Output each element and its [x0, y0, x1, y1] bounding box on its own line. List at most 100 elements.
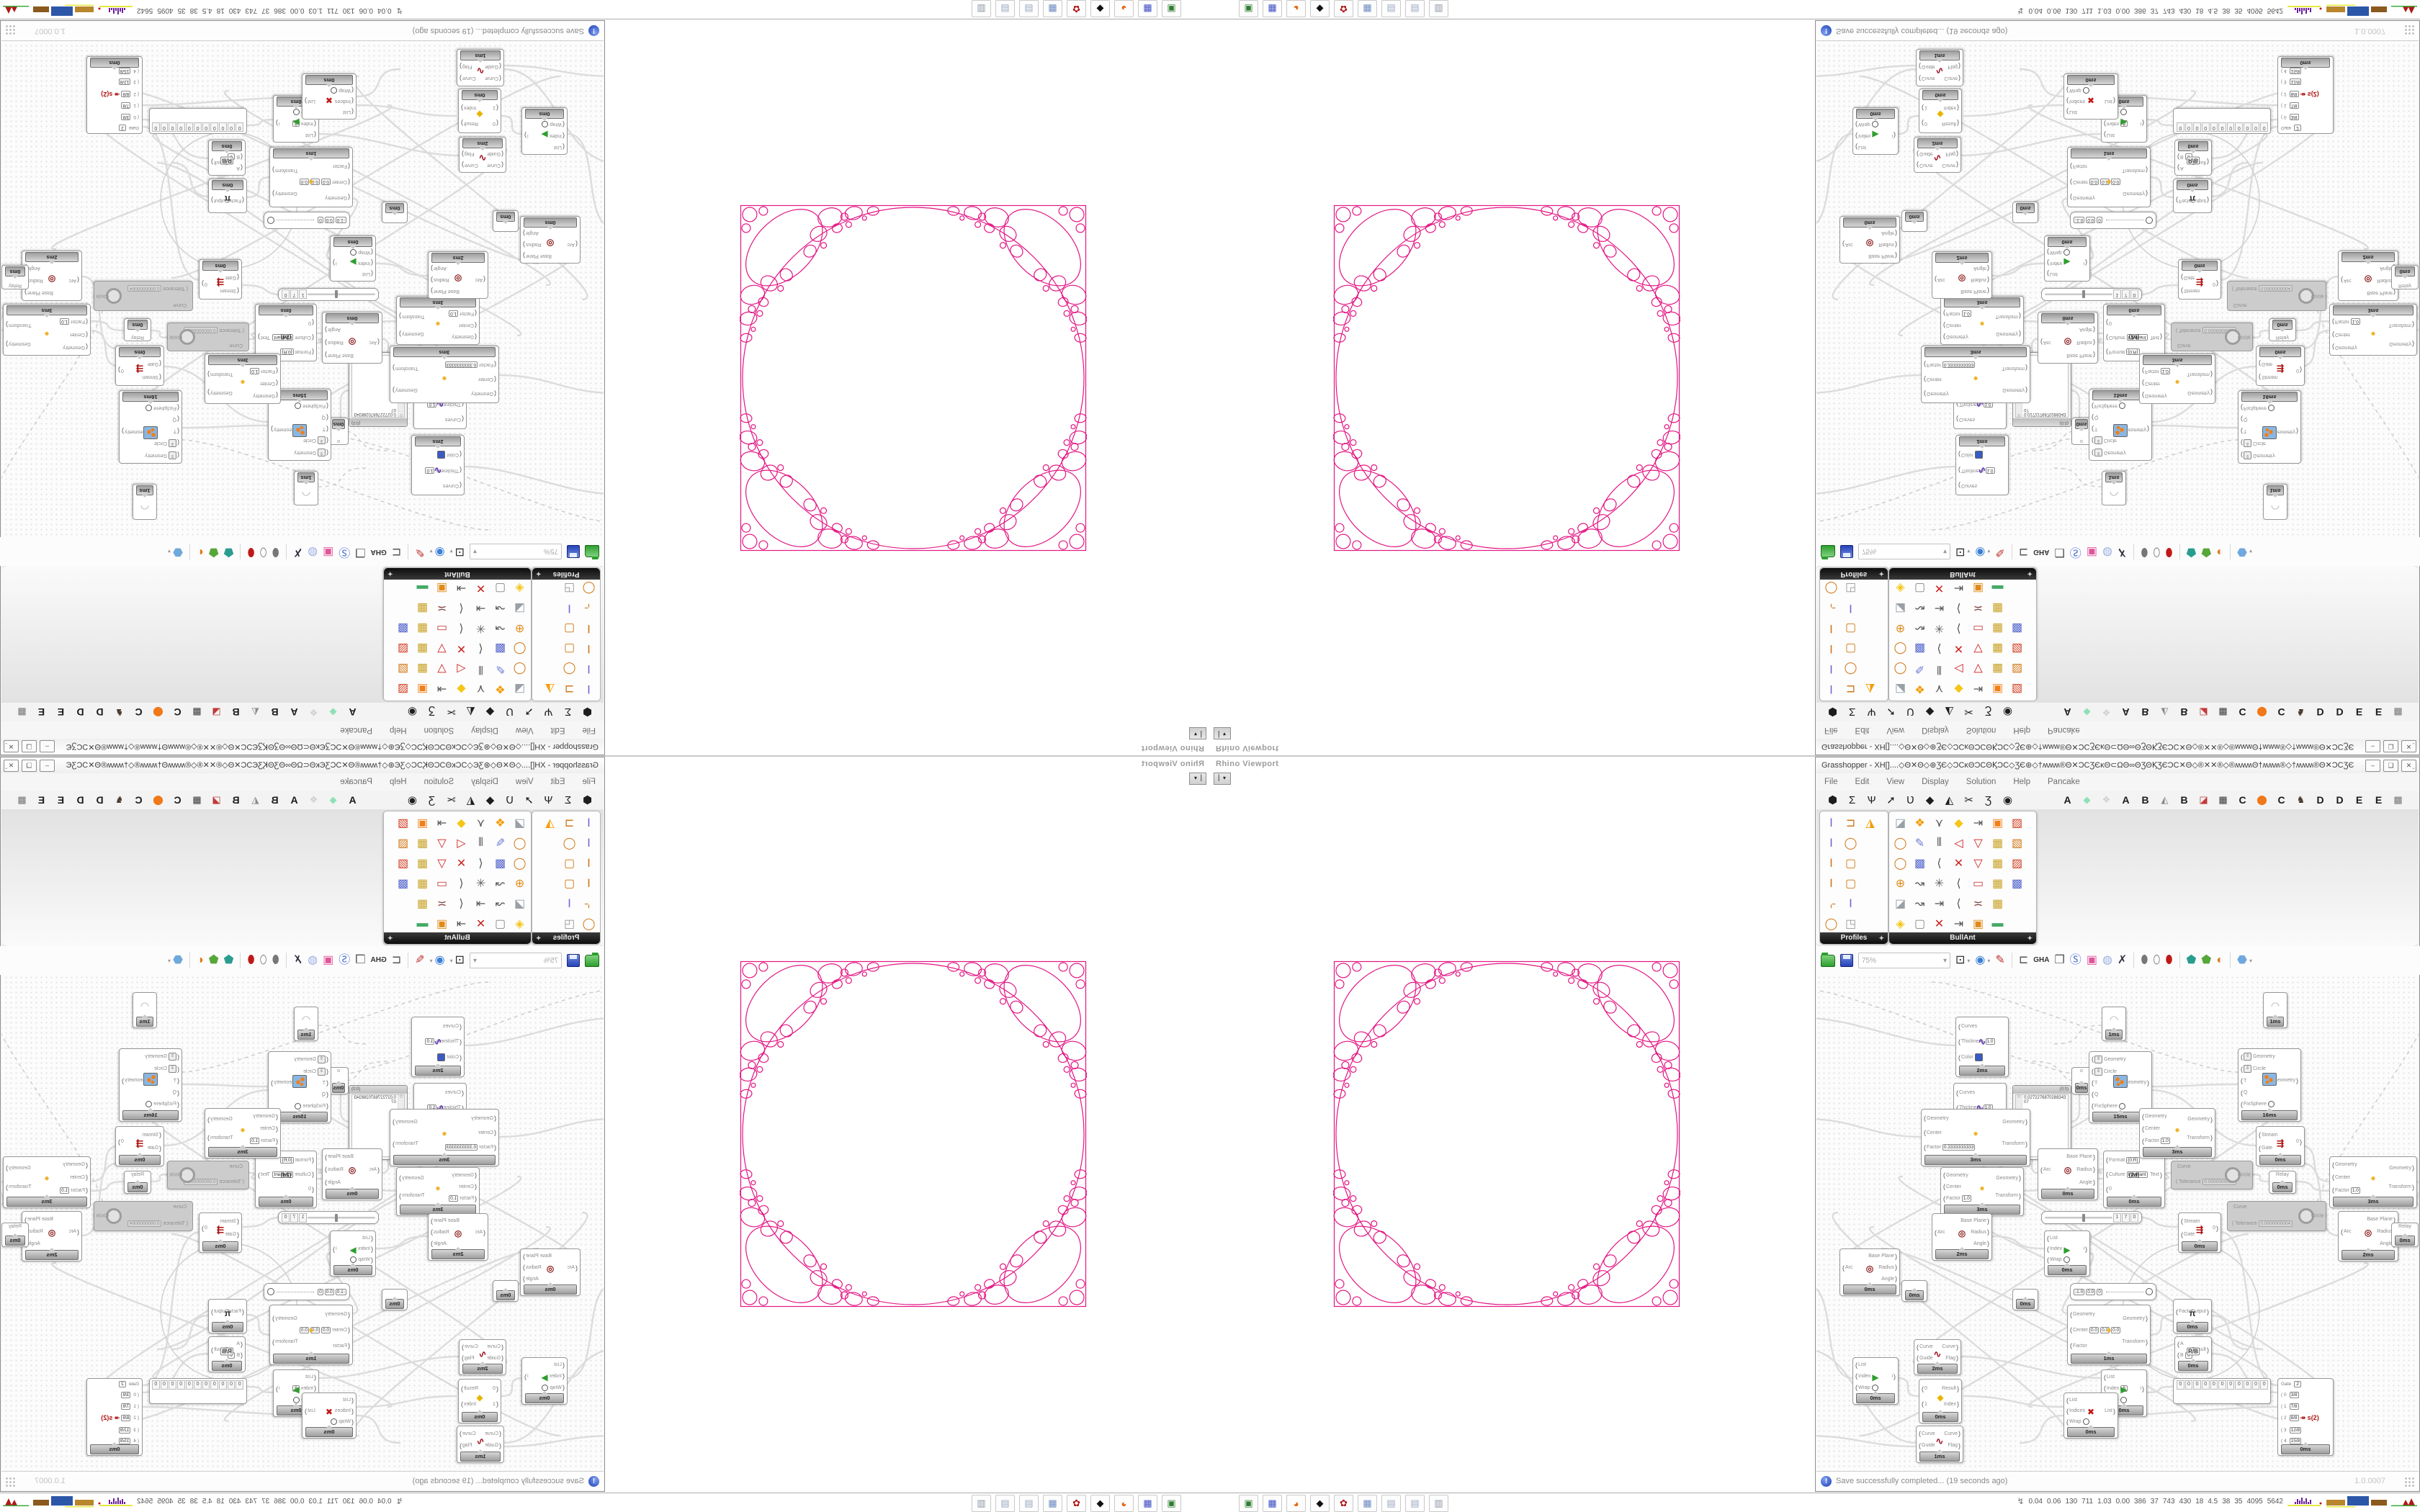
plugin-tab-10[interactable]: ⬤ — [2257, 794, 2267, 805]
plugin-tab-2[interactable]: ❖ — [309, 794, 318, 805]
pi-factor[interactable]: FactorOutputπ0ms — [2173, 1299, 2212, 1333]
pi-factor[interactable]: FactorOutputπ0ms — [2173, 179, 2212, 213]
viewport-menu-button[interactable]: ▏▾ — [1189, 727, 1206, 739]
menu-display[interactable]: Display — [471, 778, 498, 786]
open-file-icon[interactable] — [1821, 545, 1835, 558]
dropdown-arrow-icon[interactable]: ▾ — [168, 548, 171, 555]
component-icon[interactable]: ◳ — [563, 582, 575, 594]
category-tab-icon-1[interactable]: Σ — [564, 793, 572, 806]
component-icon[interactable]: ✎ — [495, 837, 506, 850]
component-icon[interactable]: ✕ — [1953, 642, 1964, 654]
preview-eye-icon[interactable]: ◉ — [434, 954, 445, 966]
component-icon[interactable]: ⋎ — [1935, 817, 1944, 829]
pin-teal-icon[interactable]: ⬟ — [223, 954, 234, 966]
resize-grip[interactable] — [2404, 1477, 2414, 1487]
menu-help[interactable]: Help — [2013, 726, 2031, 734]
lightbulb-icon[interactable]: ◍ — [2102, 954, 2112, 966]
component-icon[interactable]: ↝ — [495, 622, 506, 634]
plugin-tab-14[interactable]: D — [2336, 706, 2344, 718]
category-tab-icon-7[interactable]: ✂ — [1964, 794, 1973, 806]
component-icon[interactable]: ◯ — [513, 662, 526, 675]
taskbar-app-icon-7[interactable]: ▤ — [1405, 1495, 1425, 1512]
plugin-tab-16[interactable]: E — [2375, 706, 2383, 718]
circle-pack-component[interactable]: ⇧Geometry⇩CircleTQFixSphereGeometry16ms — [2238, 1048, 2301, 1122]
component-icon[interactable]: ▽ — [1973, 642, 1983, 654]
component-icon[interactable]: ▦ — [416, 858, 429, 870]
cull-index[interactable]: ListIndicesWrapList✖0ms — [302, 1392, 357, 1439]
component-icon[interactable] — [540, 914, 560, 934]
plugin-tab-15[interactable]: E — [2355, 794, 2363, 806]
package-icon[interactable]: ▣ — [2086, 546, 2097, 558]
component-icon[interactable]: ▦ — [416, 622, 429, 634]
plugin-tab-10[interactable]: ⬤ — [2257, 707, 2267, 718]
cull-index[interactable]: ListIndicesWrapList✖0ms — [2063, 1392, 2118, 1439]
collapsed-component[interactable]: ◠ 1ms — [2263, 992, 2287, 1028]
menu-help[interactable]: Help — [2013, 778, 2031, 786]
preview-wire-icon[interactable]: ⬯ — [2153, 954, 2161, 966]
taskbar-app-icon-6[interactable]: ▤ — [1019, 0, 1039, 17]
taskbar-app-icon-1[interactable]: ▦ — [1138, 0, 1157, 17]
zoom-level-combo[interactable]: 75% ▾ — [1858, 544, 1950, 559]
component-icon[interactable]: ⊐ — [1845, 817, 1856, 829]
list-item[interactable]: ListIndexWrapi▶0ms — [2044, 1230, 2090, 1277]
component-icon[interactable]: ▦ — [416, 898, 429, 910]
component-icon[interactable] — [1860, 578, 1880, 598]
component-icon[interactable]: ▦ — [1991, 642, 2004, 654]
minimize-button[interactable]: ‒ — [40, 740, 55, 752]
component-icon[interactable]: ▢ — [1914, 918, 1926, 930]
scale-component[interactable]: GeometryCenterFactor1.0GeometryTransform… — [2329, 1156, 2417, 1208]
component-icon[interactable]: ↝ — [1914, 622, 1925, 634]
component-icon[interactable]: ▭ — [1972, 622, 1984, 634]
component-icon[interactable]: ▦ — [1991, 662, 2004, 675]
component-icon[interactable]: ▽ — [437, 837, 447, 850]
component-icon[interactable]: ▨ — [397, 642, 409, 654]
scale-component[interactable]: GeometryCenterFactor1.0GeometryTransform… — [1940, 1167, 2024, 1216]
component-icon[interactable]: ✳ — [1934, 622, 1945, 634]
component-icon[interactable]: ▧ — [397, 662, 409, 675]
plugin-tab-11[interactable]: C — [135, 794, 143, 806]
md-slider[interactable]: -1.0 0.0 0 — [264, 1283, 350, 1300]
component-icon[interactable]: ⋎ — [476, 817, 485, 829]
plugin-tab-16[interactable]: E — [37, 706, 45, 718]
circle-fit-disabled[interactable]: Curve( Tolerance 0.0000000004 Circle ) — [2171, 323, 2254, 351]
scale-component[interactable]: GeometryCenterFactor0.3333333333Geometry… — [1921, 346, 2030, 403]
zoom-extents-icon[interactable]: ⊡ — [1955, 954, 1966, 966]
component-icon[interactable]: ✳ — [475, 878, 486, 890]
component-icon[interactable]: ⌌ — [584, 602, 593, 614]
minimize-button[interactable]: ‒ — [2365, 740, 2380, 752]
palette-title[interactable]: Profiles ✦ — [532, 568, 600, 580]
component-icon[interactable]: ◯ — [1894, 642, 1907, 654]
circle-fit-disabled[interactable]: Curve( Tolerance 0.0000000004 Circle ) — [93, 1201, 193, 1231]
component-icon[interactable]: Ⅰ — [568, 898, 571, 910]
component-icon[interactable]: ⟨ — [459, 602, 464, 614]
component-icon[interactable]: ≍ — [436, 898, 447, 910]
component-icon[interactable] — [1860, 914, 1880, 934]
component-icon[interactable]: ▣ — [416, 683, 429, 695]
stream-filter[interactable]: StreamGate0⇶0ms — [199, 259, 242, 300]
text-format[interactable]: Format{0;R}CultureInvariant0Text(2d)0ms — [255, 304, 317, 361]
menu-solution[interactable]: Solution — [424, 778, 454, 786]
component-icon[interactable]: ≍ — [1973, 602, 1984, 614]
plugin-tab-3[interactable]: A — [2122, 706, 2130, 718]
rhino-viewport[interactable]: Rhino Viewport ▏▾ — [1210, 757, 1815, 1493]
stream-filter[interactable]: StreamGate0⇶0ms — [115, 346, 164, 386]
menu-edit[interactable]: Edit — [1855, 778, 1870, 786]
component-icon[interactable]: ▦ — [416, 662, 429, 675]
toolbar-collapse-icon[interactable]: ˇ — [2412, 768, 2415, 775]
component-icon[interactable]: ⇥ — [1973, 817, 1984, 829]
component-icon[interactable]: ≍ — [1973, 898, 1984, 910]
component-icon[interactable]: ◆ — [457, 817, 466, 829]
maximize-button[interactable]: ❏ — [22, 740, 37, 752]
lightbulb-icon[interactable]: ◍ — [308, 954, 318, 966]
category-tab-icon-0[interactable]: ⬢ — [582, 794, 593, 806]
menu-view[interactable]: View — [515, 726, 534, 734]
relay[interactable]: Relay 0ms — [2269, 318, 2296, 341]
sphere-icon[interactable]: ◐ — [2216, 954, 2223, 966]
circle-pack-component[interactable]: ⇧Geometry⇩CircleTQFixSphereGeometry16ms — [119, 1048, 182, 1122]
wire-display-icon[interactable]: ✗ — [292, 954, 303, 966]
window-icon[interactable]: ❒ — [355, 546, 366, 558]
dropdown-arrow-icon[interactable]: ▾ — [449, 548, 453, 555]
plugin-tab-3[interactable]: A — [290, 706, 298, 718]
